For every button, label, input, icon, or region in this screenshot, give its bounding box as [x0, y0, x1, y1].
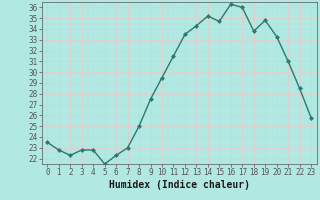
X-axis label: Humidex (Indice chaleur): Humidex (Indice chaleur) — [109, 180, 250, 190]
